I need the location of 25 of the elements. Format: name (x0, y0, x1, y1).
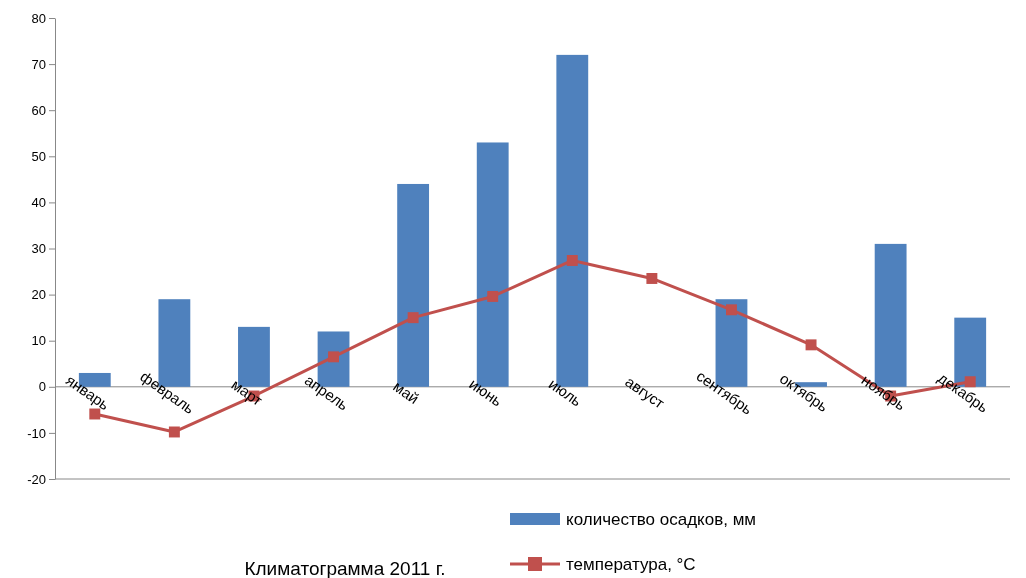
y-tick-label: 80 (31, 10, 46, 26)
y-tick-label: 30 (31, 241, 46, 257)
y-tick-label: 0 (38, 379, 46, 395)
y-tick-label: 70 (31, 56, 46, 72)
point (725, 304, 737, 316)
y-tick-label: 20 (31, 287, 46, 303)
y-tick-label: -10 (27, 425, 46, 441)
y-tick-label: 50 (31, 148, 46, 164)
y-tick-label: -20 (27, 471, 46, 487)
x-tick-label: март (228, 375, 266, 409)
y-tick-label: 10 (31, 333, 46, 349)
point (407, 312, 419, 324)
point (328, 351, 340, 363)
x-tick-label: май (390, 377, 423, 408)
y-tick-label: 40 (31, 195, 46, 211)
legend-label: количество осадков, мм (566, 510, 757, 529)
legend-label: температура, °C (566, 555, 696, 574)
x-tick-label: июль (545, 375, 586, 410)
point (566, 255, 578, 266)
y-tick-label: 60 (31, 102, 46, 118)
point (487, 290, 499, 302)
point (805, 339, 817, 351)
bar (795, 382, 827, 387)
point (168, 426, 180, 438)
point (646, 272, 658, 284)
